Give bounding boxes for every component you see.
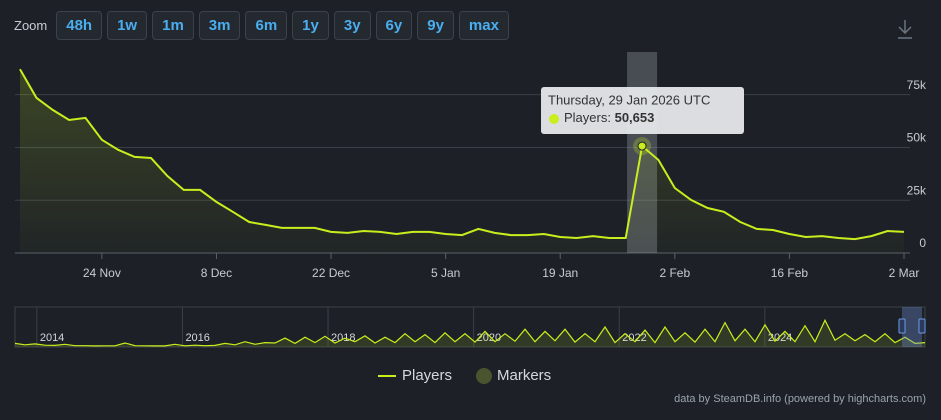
navigator-area <box>15 320 925 347</box>
zoom-label: Zoom <box>14 18 48 33</box>
tooltip-box <box>541 87 744 134</box>
zoom-button[interactable]: 1y <box>292 11 329 40</box>
navigator-tick-label: 2014 <box>40 332 64 344</box>
tooltip-series-label: Players: <box>564 110 611 125</box>
y-tick-label: 0 <box>919 236 926 250</box>
legend-label[interactable]: Markers <box>497 367 551 384</box>
y-tick-label: 75k <box>907 78 927 92</box>
navigator-tick-label: 2024 <box>768 332 792 344</box>
y-tick-label: 50k <box>907 131 927 145</box>
x-tick-label: 5 Jan <box>431 266 460 280</box>
zoom-button[interactable]: 3y <box>333 11 371 40</box>
x-tick-label: 8 Dec <box>201 266 232 280</box>
tooltip-text: Players: 50,653 <box>564 110 654 125</box>
navigator-selection <box>902 307 922 347</box>
navigator-tick-label: 2016 <box>185 332 209 344</box>
line <box>19 68 905 241</box>
zoom-button[interactable]: 1w <box>107 11 148 40</box>
legend-swatch <box>476 368 492 384</box>
legend-label[interactable]: Players <box>402 367 452 384</box>
zoom-button[interactable]: 3m <box>198 11 241 40</box>
hover-point <box>637 141 647 151</box>
zoom-button[interactable]: 9y <box>417 11 454 40</box>
x-tick-label: 16 Feb <box>771 266 809 280</box>
tooltip-value: 50,653 <box>615 110 655 125</box>
zoom-button[interactable]: 48h <box>56 11 103 40</box>
zoom-button[interactable]: 6y <box>375 11 413 40</box>
navigator-tick-label: 2018 <box>331 332 355 344</box>
zoom-button[interactable]: max <box>458 11 509 40</box>
x-tick-label: 2 Mar <box>889 266 920 280</box>
zoom-button[interactable]: 1m <box>152 11 194 40</box>
tooltip-dot <box>549 114 559 124</box>
x-tick-label: 22 Dec <box>312 266 350 280</box>
x-tick-label: 19 Jan <box>542 266 578 280</box>
zoom-bar: Zoom 48h 1w 1m 3m 6m 1y 3y 6y 9y max <box>14 11 509 40</box>
navigator-handle[interactable] <box>898 318 906 334</box>
tooltip-title: Thursday, 29 Jan 2026 UTC <box>548 92 710 107</box>
zoom-button[interactable]: 6m <box>245 11 288 40</box>
credit: data by SteamDB.info (powered by highcha… <box>674 393 926 405</box>
navigator-line <box>14 318 926 347</box>
x-tick-label: 2 Feb <box>659 266 690 280</box>
area <box>20 69 904 253</box>
download-icon[interactable] <box>898 20 912 39</box>
y-tick-label: 25k <box>907 183 927 197</box>
navigator-handle[interactable] <box>918 318 926 334</box>
x-tick-label: 24 Nov <box>83 266 121 280</box>
